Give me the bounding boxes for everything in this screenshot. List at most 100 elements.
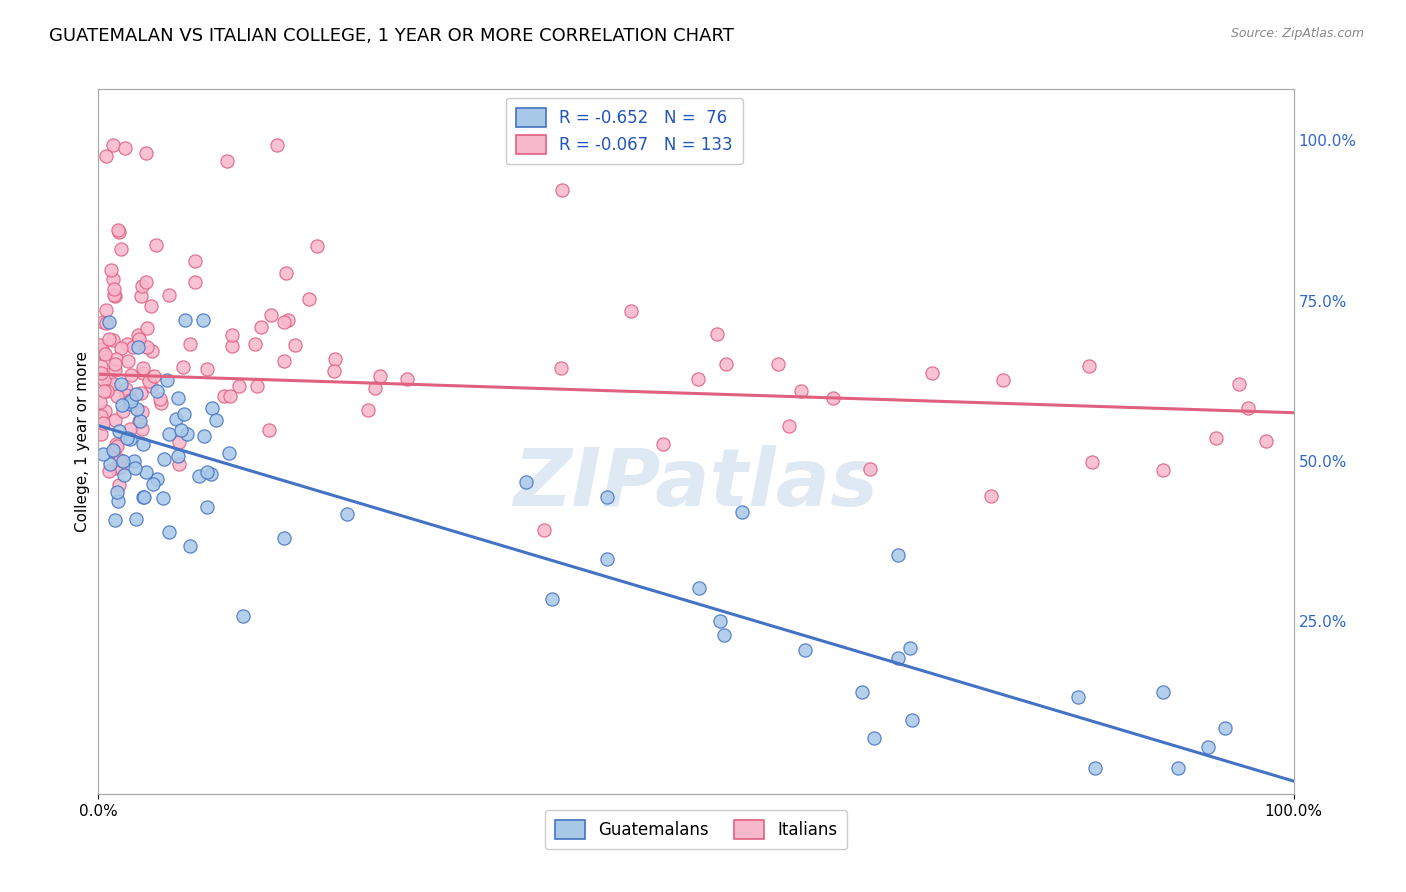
Point: [165, 412, 187, 426]
Point: [131, 385, 153, 400]
Point: [145, 238, 167, 252]
Point: [688, 582, 710, 596]
Point: [118, 397, 141, 411]
Point: [298, 292, 321, 306]
Point: [120, 368, 142, 383]
Point: [336, 508, 359, 522]
Point: [991, 373, 1014, 387]
Point: [93, 373, 115, 387]
Point: [90, 342, 112, 356]
Point: [132, 366, 155, 380]
Point: [188, 469, 211, 483]
Point: [193, 429, 215, 443]
Point: [108, 424, 131, 438]
Point: [122, 341, 145, 355]
Point: [153, 452, 176, 467]
Point: [274, 266, 297, 280]
Point: [851, 684, 873, 698]
Point: [142, 369, 165, 384]
Point: [176, 427, 198, 442]
Point: [135, 340, 157, 354]
Point: [128, 332, 150, 346]
Point: [124, 453, 146, 467]
Point: [108, 478, 131, 492]
Point: [141, 344, 163, 359]
Point: [152, 491, 174, 506]
Point: [94, 404, 117, 418]
Point: [98, 457, 121, 471]
Point: [1152, 463, 1174, 477]
Point: [127, 340, 149, 354]
Point: [191, 313, 214, 327]
Point: [98, 464, 121, 478]
Point: [1197, 740, 1219, 755]
Point: [115, 336, 138, 351]
Point: [103, 137, 125, 152]
Point: [132, 490, 155, 504]
Point: [114, 141, 136, 155]
Point: [898, 640, 921, 655]
Legend: Guatemalans, Italians: Guatemalans, Italians: [544, 810, 848, 849]
Point: [184, 275, 207, 289]
Point: [136, 321, 159, 335]
Point: [709, 614, 731, 628]
Point: [921, 366, 943, 380]
Point: [167, 450, 190, 464]
Point: [266, 138, 288, 153]
Point: [120, 432, 142, 446]
Point: [221, 339, 243, 353]
Point: [714, 357, 737, 371]
Point: [218, 446, 240, 460]
Point: [112, 467, 135, 482]
Point: [706, 327, 728, 342]
Point: [273, 316, 295, 330]
Point: [103, 443, 125, 458]
Point: [218, 389, 240, 403]
Point: [141, 476, 163, 491]
Point: [273, 531, 295, 545]
Point: [94, 347, 117, 361]
Point: [1081, 455, 1104, 469]
Point: [323, 352, 346, 367]
Point: [125, 512, 148, 526]
Point: [131, 360, 153, 375]
Point: [103, 288, 125, 302]
Point: [396, 372, 419, 386]
Point: [91, 447, 114, 461]
Point: [1067, 690, 1090, 705]
Point: [104, 363, 127, 377]
Y-axis label: College, 1 year or more: College, 1 year or more: [75, 351, 90, 532]
Point: [766, 357, 789, 371]
Point: [112, 454, 135, 468]
Point: [200, 467, 222, 481]
Point: [260, 309, 283, 323]
Point: [1167, 761, 1189, 775]
Point: [273, 354, 295, 368]
Point: [101, 333, 124, 347]
Point: [195, 362, 218, 376]
Point: [790, 384, 813, 399]
Point: [284, 338, 307, 352]
Point: [157, 426, 180, 441]
Point: [1236, 401, 1258, 416]
Point: [110, 376, 132, 391]
Point: [368, 368, 391, 383]
Text: ZIPatlas: ZIPatlas: [513, 445, 879, 523]
Point: [125, 386, 148, 401]
Point: [131, 491, 153, 505]
Point: [533, 523, 555, 537]
Point: [118, 422, 141, 436]
Point: [551, 184, 574, 198]
Point: [141, 299, 163, 313]
Point: [157, 525, 180, 540]
Point: [128, 414, 150, 428]
Point: [127, 328, 149, 343]
Point: [794, 643, 817, 657]
Point: [131, 422, 153, 436]
Point: [157, 287, 180, 301]
Point: [1152, 685, 1174, 699]
Point: [195, 465, 218, 479]
Point: [1078, 359, 1101, 374]
Point: [596, 551, 619, 566]
Point: [245, 379, 267, 393]
